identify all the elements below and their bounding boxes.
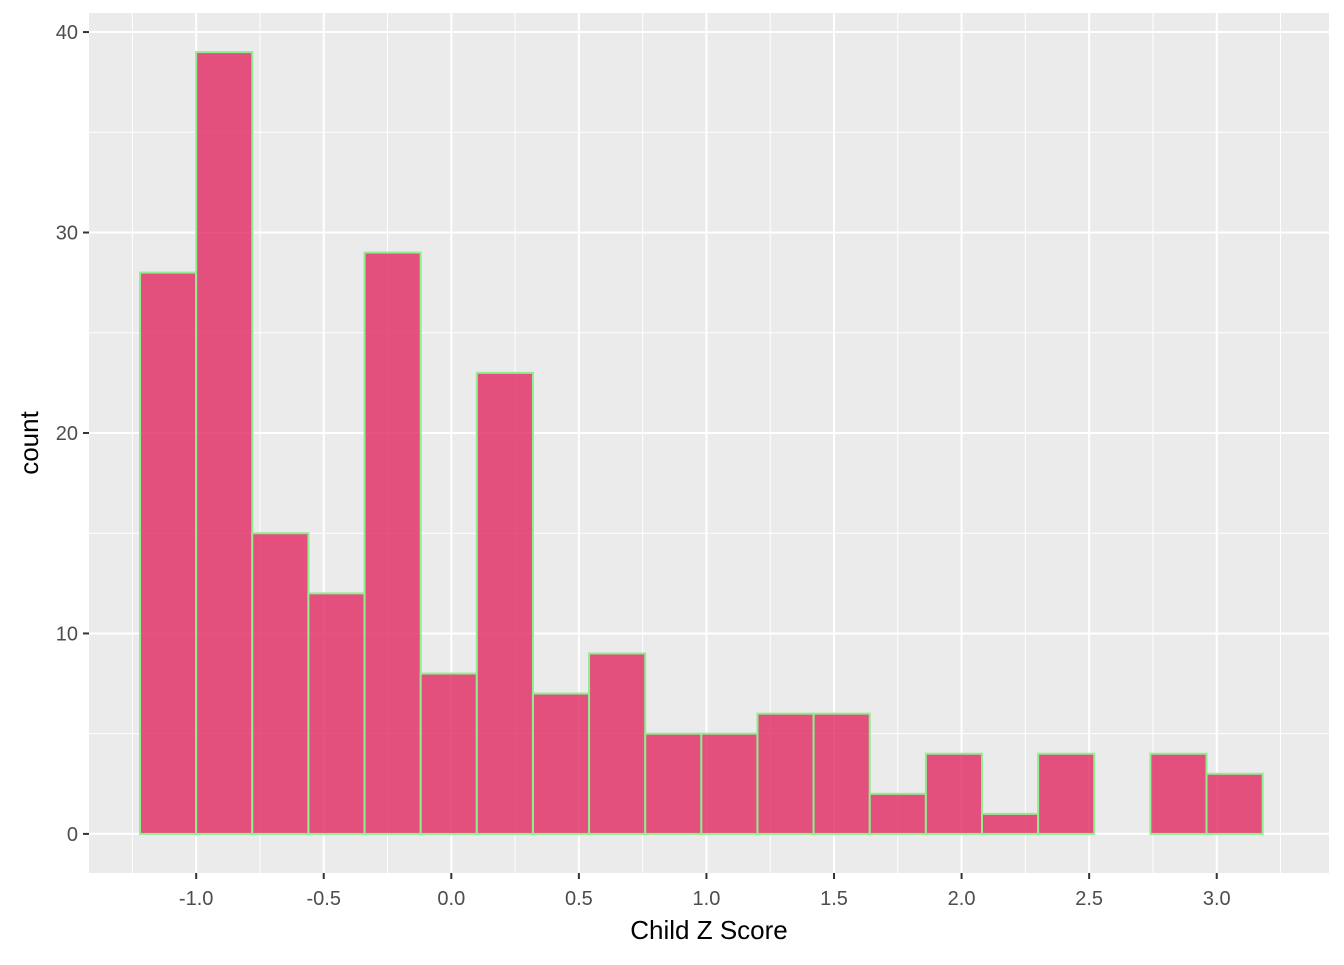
y-tick-label: 20 [56, 423, 78, 445]
x-tick-label: 1.5 [820, 888, 848, 910]
histogram-bar [644, 732, 703, 835]
y-tick-label: 30 [56, 223, 78, 245]
histogram-bar [307, 592, 366, 835]
histogram-bar [1205, 772, 1264, 835]
histogram-bar [475, 371, 534, 835]
x-tick-label: 0.5 [565, 888, 593, 910]
histogram-bars [139, 51, 1264, 835]
histogram-bar [419, 672, 478, 835]
histogram-bar [531, 692, 591, 835]
histogram-bar [1149, 752, 1208, 835]
histogram-bar [139, 271, 198, 835]
x-tick-label: 1.0 [693, 888, 721, 910]
histogram-bar [1037, 752, 1096, 835]
histogram-bar [981, 812, 1040, 835]
histogram-bar [868, 792, 927, 835]
histogram-bar [363, 251, 422, 835]
y-axis-title: count [14, 410, 44, 474]
histogram-bar [812, 712, 871, 835]
y-axis: 0 10 20 30 40 [56, 22, 89, 846]
histogram-bar [251, 532, 310, 835]
x-axis: -1.0 -0.5 0.0 0.5 1.0 1.5 2.0 2.5 3.0 [179, 873, 1231, 910]
x-tick-label: 0.0 [437, 888, 465, 910]
y-tick-label: 0 [67, 824, 78, 846]
histogram-bar [588, 652, 647, 835]
histogram-bar [756, 712, 815, 835]
x-tick-label: 2.5 [1075, 888, 1103, 910]
x-tick-label: 3.0 [1203, 888, 1231, 910]
x-tick-label: 2.0 [948, 888, 976, 910]
histogram-bar [700, 732, 759, 835]
x-axis-title: Child Z Score [630, 915, 788, 945]
y-tick-label: 40 [56, 22, 78, 44]
histogram-bar [195, 51, 254, 835]
histogram-bar [924, 752, 984, 835]
y-tick-label: 10 [56, 623, 78, 645]
x-tick-label: -0.5 [306, 888, 340, 910]
x-tick-label: -1.0 [179, 888, 213, 910]
